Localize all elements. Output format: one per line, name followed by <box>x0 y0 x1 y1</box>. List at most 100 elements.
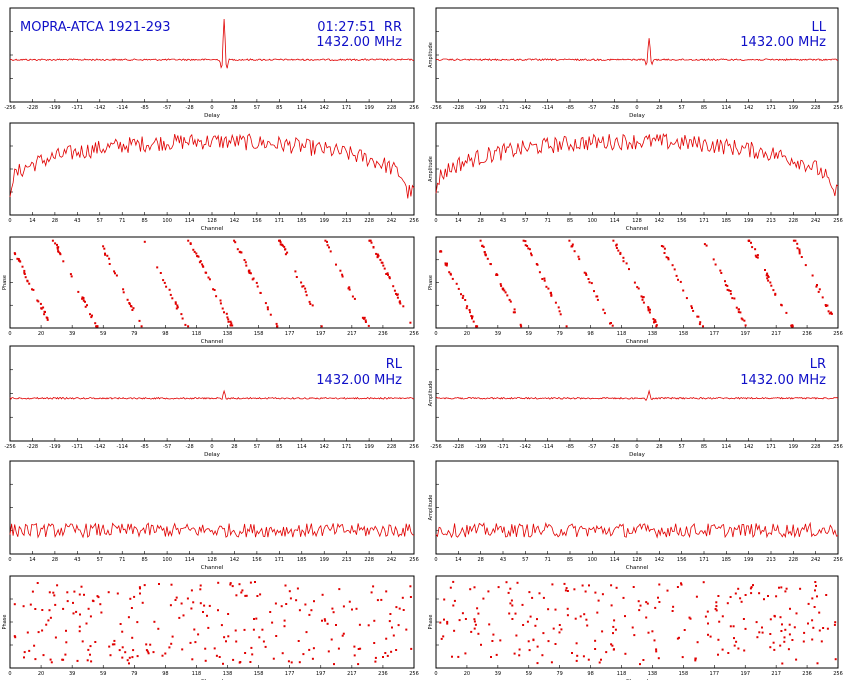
x-tick-label: 177 <box>285 671 295 677</box>
phase-point <box>23 273 26 275</box>
phase-point <box>740 600 743 603</box>
phase-point <box>141 601 144 604</box>
phase-point <box>73 590 76 593</box>
phase-point <box>69 273 72 276</box>
x-tick-label: -142 <box>520 444 531 450</box>
phase-point <box>84 300 86 303</box>
phase-point <box>102 245 105 248</box>
phase-point <box>781 623 783 626</box>
phase-point <box>469 311 471 314</box>
x-axis-label: Delay <box>629 113 646 119</box>
panel-rr-amplitude <box>9 122 415 216</box>
phase-point <box>440 250 443 253</box>
phase-point <box>175 307 178 310</box>
rl-frequency-label: 1432.00 MHz <box>316 373 402 388</box>
x-tick-label: 199 <box>789 444 799 450</box>
phase-point <box>145 643 148 646</box>
phase-point <box>542 632 545 635</box>
phase-point <box>245 264 248 267</box>
x-tick-label: 256 <box>409 105 419 111</box>
phase-point <box>566 590 569 592</box>
x-tick-label: 57 <box>254 105 260 111</box>
phase-point <box>262 640 265 643</box>
x-tick-label: 0 <box>434 331 437 337</box>
phase-point <box>219 299 222 302</box>
phase-point <box>29 603 32 606</box>
x-tick-label: 118 <box>617 331 627 337</box>
phase-point <box>194 641 197 644</box>
phase-point <box>252 628 255 631</box>
phase-point <box>550 291 552 294</box>
phase-point <box>357 663 360 666</box>
phase-point <box>818 611 821 614</box>
phase-point <box>769 646 772 649</box>
plot-frame <box>9 236 415 329</box>
phase-point <box>79 613 81 616</box>
phase-point <box>189 243 192 245</box>
plot-frame <box>435 122 839 216</box>
phase-point <box>735 640 738 643</box>
phase-point <box>582 655 585 658</box>
x-tick-label: 0 <box>434 557 437 563</box>
phase-point <box>707 622 709 625</box>
x-tick-label: 242 <box>387 218 397 224</box>
x-axis-label: Channel <box>626 565 649 571</box>
phase-point <box>685 297 688 300</box>
phase-point <box>818 288 821 291</box>
phase-point <box>184 323 187 326</box>
phase-point <box>508 612 511 615</box>
phase-point <box>347 287 350 290</box>
phase-point <box>506 294 509 297</box>
phase-point <box>212 288 215 291</box>
x-tick-label: -171 <box>72 105 83 111</box>
x-tick-label: 71 <box>119 557 125 563</box>
phase-point <box>138 586 141 589</box>
x-tick-label: -57 <box>163 105 171 111</box>
phase-point <box>206 614 208 617</box>
phase-point <box>244 594 247 597</box>
phase-point <box>396 293 399 296</box>
phase-point <box>652 318 655 320</box>
phase-point <box>830 312 833 315</box>
phase-point <box>409 585 412 588</box>
phase-point <box>227 613 230 615</box>
phase-point <box>691 307 693 309</box>
phase-point <box>476 607 479 610</box>
phase-point <box>335 624 337 626</box>
phase-point <box>622 596 625 599</box>
phase-point <box>528 649 531 652</box>
phase-point <box>552 627 555 630</box>
phase-point <box>276 325 278 328</box>
phase-point <box>645 601 648 604</box>
phase-point <box>389 613 392 615</box>
phase-point <box>156 266 159 269</box>
phase-point <box>136 655 139 658</box>
x-tick-label: -199 <box>49 105 60 111</box>
phase-point <box>13 603 16 606</box>
x-tick-label: 114 <box>610 218 620 224</box>
phase-point <box>321 593 324 596</box>
x-axis-label: Channel <box>201 226 224 232</box>
phase-point <box>56 247 59 250</box>
x-tick-label: 0 <box>635 444 638 450</box>
x-tick-label: -142 <box>94 444 105 450</box>
phase-point <box>202 265 205 268</box>
phase-point <box>645 616 648 619</box>
phase-point <box>528 591 531 594</box>
phase-point <box>28 649 31 652</box>
phase-point <box>690 305 693 308</box>
phase-point <box>571 245 573 248</box>
phase-point <box>204 271 207 274</box>
phase-point <box>86 659 89 662</box>
phase-point <box>513 308 516 311</box>
phase-point <box>232 658 235 661</box>
phase-point <box>385 273 388 275</box>
x-tick-label: 156 <box>677 557 687 563</box>
x-tick-label: 100 <box>162 218 172 224</box>
phase-point <box>201 263 204 266</box>
phase-point <box>78 630 81 633</box>
x-tick-label: 57 <box>678 444 684 450</box>
phase-point <box>773 648 776 651</box>
phase-point <box>171 635 174 638</box>
phase-point <box>541 654 544 657</box>
